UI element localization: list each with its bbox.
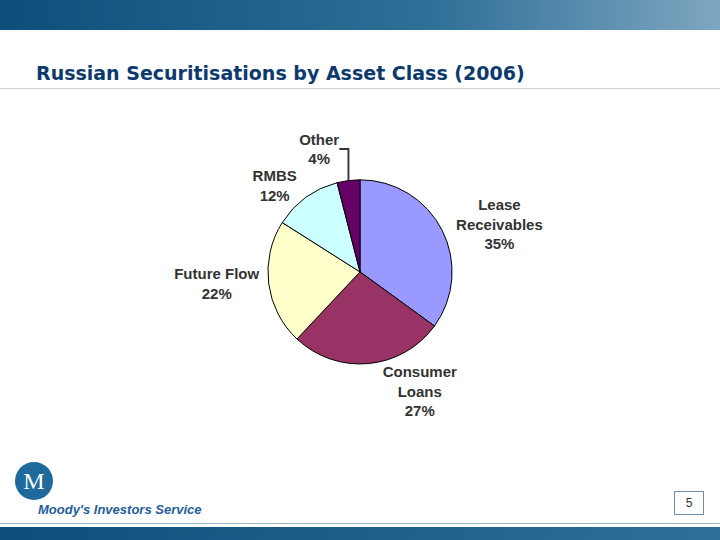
svg-text:ConsumerLoans27%: ConsumerLoans27% — [383, 363, 457, 419]
svg-text:RMBS12%: RMBS12% — [253, 167, 297, 204]
html-text:5: 5 — [685, 496, 693, 510]
html-text:M: M — [23, 468, 45, 494]
svg-text:LeaseReceivables35%: LeaseReceivables35% — [456, 196, 543, 252]
html-text:Russian Securitisations by Ass: Russian Securitisations by Asset Class (… — [36, 62, 525, 84]
svg-text:Future Flow22%: Future Flow22% — [174, 265, 259, 302]
html-text:Moody's Investors Service: Moody's Investors Service — [38, 502, 202, 517]
svg-text:Other4%: Other4% — [299, 131, 339, 168]
